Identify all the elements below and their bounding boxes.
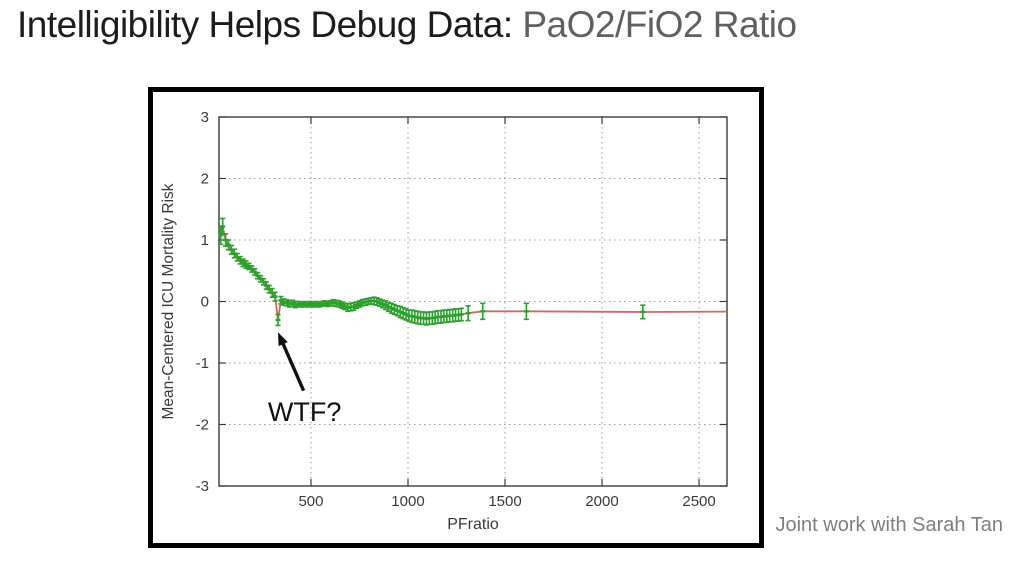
errorbar-series	[218, 217, 646, 327]
y-axis-label: Mean-Centered ICU Mortality Risk	[160, 183, 177, 419]
svg-text:1000: 1000	[391, 493, 424, 510]
svg-text:1500: 1500	[488, 493, 521, 510]
svg-text:2000: 2000	[585, 493, 618, 510]
title-accent: PaO2/FiO2 Ratio	[522, 4, 797, 45]
mortality-risk-chart: 500 1000 1500 2000 2500 3 2 1 0 -1 -2 -3 PFratio Mean…	[160, 109, 728, 533]
tick-labels: 500 1000 1500 2000 2500 3 2 1 0 -1 -2 -3	[196, 109, 716, 510]
svg-text:1: 1	[201, 232, 209, 249]
annotation-arrow	[280, 339, 306, 392]
svg-text:500: 500	[298, 493, 323, 510]
page-title: Intelligibility Helps Debug Data: PaO2/F…	[17, 4, 797, 46]
svg-text:2: 2	[201, 171, 209, 188]
title-main: Intelligibility Helps Debug Data:	[17, 4, 523, 45]
gridlines	[219, 116, 727, 487]
svg-text:-2: -2	[196, 417, 209, 434]
credit-text: Joint work with Sarah Tan	[775, 514, 1003, 536]
svg-text:2500: 2500	[682, 493, 715, 510]
chart-frame: 500 1000 1500 2000 2500 3 2 1 0 -1 -2 -3 PFratio Mean…	[148, 87, 764, 548]
plot-border	[218, 116, 728, 487]
svg-text:3: 3	[201, 109, 209, 126]
svg-text:-3: -3	[196, 478, 209, 495]
x-axis-label: PFratio	[447, 516, 499, 533]
annotation-text: WTF?	[268, 397, 342, 427]
svg-text:-1: -1	[196, 355, 209, 372]
annotation-arrowhead	[277, 332, 288, 347]
wtf-annotation: WTF?	[268, 332, 342, 427]
svg-text:0: 0	[201, 294, 209, 311]
